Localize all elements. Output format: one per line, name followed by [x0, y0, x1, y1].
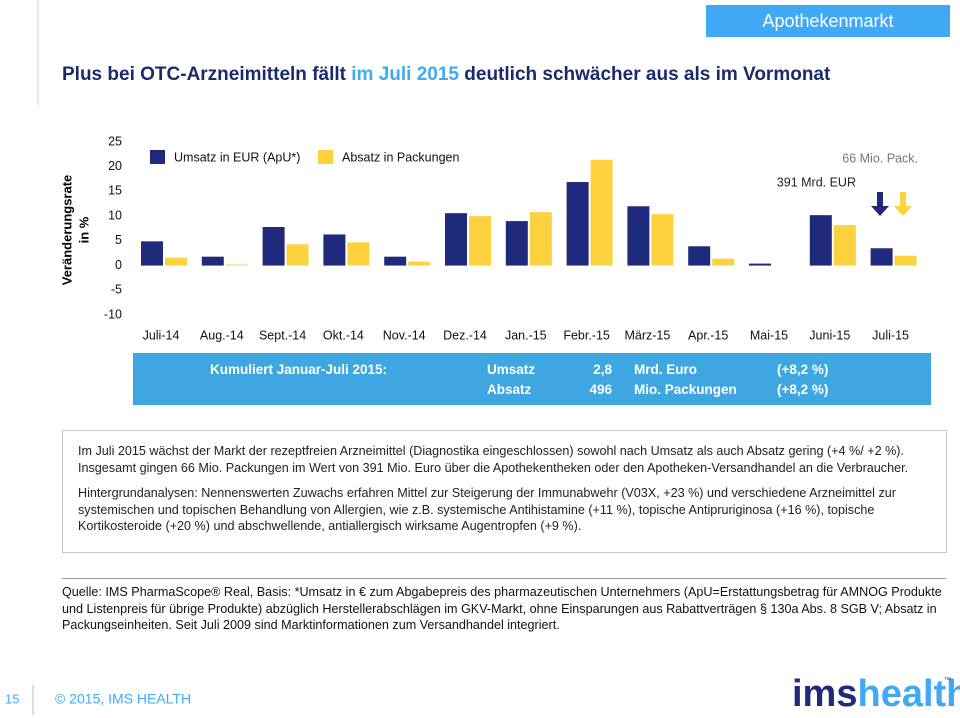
bar	[408, 261, 431, 266]
y-axis-label: in %	[76, 216, 91, 243]
legend-swatch	[318, 150, 333, 164]
summary-box: Kumuliert Januar-Juli 2015: Umsatz 2,8 M…	[133, 353, 931, 405]
summary-label: Kumuliert Januar-Juli 2015:	[210, 362, 388, 377]
title-highlight: im Juli 2015	[351, 64, 459, 85]
title-part: deutlich schwächer aus als im Vormonat	[464, 64, 831, 85]
logo-health: health	[857, 673, 960, 715]
y-tick-label: 20	[108, 159, 122, 173]
slide-title: Plus bei OTC-Arzneimitteln fällt im Juli…	[62, 64, 831, 85]
bar	[262, 227, 285, 266]
x-tick-label: Juli-15	[872, 328, 909, 342]
y-tick-label: 10	[108, 208, 122, 222]
bar	[590, 159, 613, 266]
copyright: © 2015, IMS HEALTH	[55, 691, 191, 707]
logo-tm: ™	[944, 677, 951, 684]
bar	[286, 244, 309, 266]
bar	[870, 248, 893, 266]
paragraph: Hintergrundanalysen: Nennenswerten Zuwac…	[78, 486, 896, 533]
legend-label: Absatz in Packungen	[342, 150, 459, 164]
summary-cell: Absatz	[487, 382, 532, 397]
x-tick-label: Dez.-14	[443, 328, 487, 342]
summary-cell: Mio. Packungen	[634, 382, 737, 397]
legend-swatch	[150, 150, 165, 164]
arrow-absatz	[894, 192, 912, 216]
bar	[469, 216, 491, 266]
section-title: Apothekenmarkt	[762, 11, 893, 31]
x-tick-label: Jan.-15	[505, 328, 547, 342]
arrow-umsatz	[871, 192, 889, 216]
x-tick-label: Juni-15	[809, 328, 850, 342]
bar	[627, 206, 650, 266]
bar	[141, 241, 163, 266]
text-box: Im Juli 2015 wächst der Markt der rezept…	[62, 430, 947, 553]
summary-cell: 496	[589, 382, 612, 397]
x-tick-label: Febr.-15	[563, 328, 610, 342]
bar	[833, 225, 856, 266]
bar	[384, 256, 407, 266]
x-tick-label: Mai-15	[750, 328, 788, 342]
paragraph: Im Juli 2015 wächst der Markt der rezept…	[78, 444, 909, 475]
bar	[651, 214, 674, 266]
bar	[225, 264, 248, 266]
y-tick-label: 0	[115, 258, 122, 272]
summary-cell: 2,8	[593, 362, 612, 377]
summary-cell: (+8,2 %)	[777, 362, 829, 377]
summary-cell: Mrd. Euro	[634, 362, 697, 377]
y-tick-label: -5	[111, 283, 122, 297]
page-number: 15	[5, 691, 19, 706]
section-box	[706, 5, 950, 37]
bar	[688, 246, 711, 266]
bar	[201, 256, 224, 266]
bar	[505, 221, 528, 266]
annotation: 391 Mrd. EUR	[777, 175, 856, 189]
chart: Veränderungsrate in % 66 Mio. Pack. 391 …	[59, 134, 918, 342]
annotation: 66 Mio. Pack.	[842, 151, 918, 165]
bar	[809, 215, 832, 266]
x-tick-label: März-15	[624, 328, 670, 342]
y-tick-label: 25	[108, 134, 122, 148]
x-tick-label: Apr.-15	[688, 328, 728, 342]
x-tick-label: Sept.-14	[259, 328, 306, 342]
bar	[165, 257, 187, 266]
legend-label: Umsatz in EUR (ApU*)	[174, 150, 300, 164]
summary-cell: (+8,2 %)	[777, 382, 829, 397]
bar	[347, 242, 370, 266]
logo: imshealth	[792, 673, 960, 715]
bar	[445, 213, 467, 266]
bar	[894, 255, 917, 266]
bar	[712, 258, 735, 266]
summary-cell: Umsatz	[487, 362, 536, 377]
x-tick-label: Nov.-14	[383, 328, 426, 342]
y-tick-label: 5	[115, 233, 122, 247]
x-tick-label: Aug.-14	[200, 328, 244, 342]
logo-ims: ims	[792, 673, 857, 715]
source-note: Quelle: IMS PharmaScope® Real, Basis: *U…	[62, 578, 946, 634]
y-axis-label: Veränderungsrate	[59, 175, 74, 286]
y-tick-label: -10	[104, 307, 122, 321]
x-tick-label: Juli-14	[143, 328, 180, 342]
bar	[566, 182, 589, 266]
bar	[749, 263, 771, 266]
title-part: Plus bei OTC-Arzneimitteln fällt	[62, 64, 347, 85]
x-tick-label: Okt.-14	[323, 328, 364, 342]
bar	[529, 212, 552, 266]
bar	[323, 234, 346, 266]
y-tick-label: 15	[108, 184, 122, 198]
